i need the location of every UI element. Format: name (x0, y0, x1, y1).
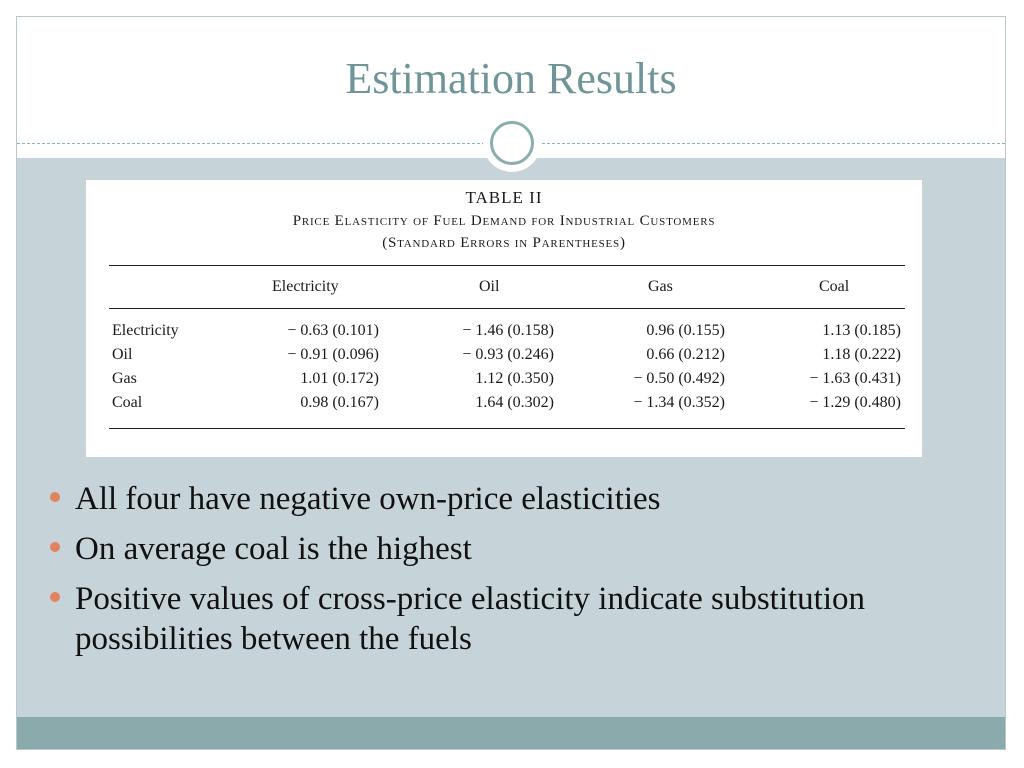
table-cell: − 0.50 (0.492) (633, 370, 725, 387)
footer-band (17, 717, 1005, 749)
bullet-item: Positive values of cross-price elasticit… (47, 579, 987, 659)
column-header-gas: Gas (648, 278, 673, 295)
bullet-item: All four have negative own-price elastic… (47, 479, 987, 519)
table-cell: − 1.63 (0.431) (809, 370, 901, 387)
bullet-dot-icon (50, 492, 60, 502)
table-cell: 1.01 (0.172) (300, 370, 379, 387)
ornament-ring (490, 121, 534, 165)
table-cell: 1.18 (0.222) (822, 346, 901, 363)
table-cell: 1.13 (0.185) (822, 322, 901, 339)
table-cell: − 1.29 (0.480) (809, 394, 901, 411)
row-label-coal: Coal (112, 394, 143, 411)
table-rule-bottom (109, 428, 905, 429)
bullet-dot-icon (50, 592, 60, 602)
row-label-oil: Oil (112, 346, 133, 363)
bullet-text: Positive values of cross-price elasticit… (75, 581, 866, 657)
table-cell: 0.96 (0.155) (646, 322, 725, 339)
bullet-list: All four have negative own-price elastic… (47, 479, 987, 669)
bullet-text: All four have negative own-price elastic… (75, 481, 661, 517)
row-label-gas: Gas (112, 370, 137, 387)
slide: Estimation Results TABLE II Price Elasti… (16, 16, 1006, 750)
column-header-oil: Oil (479, 278, 500, 295)
table-cell: 0.98 (0.167) (300, 394, 379, 411)
bullet-item: On average coal is the highest (47, 529, 987, 569)
table-cell: − 0.91 (0.096) (287, 346, 379, 363)
slide-title: Estimation Results (345, 54, 677, 103)
table-cell: 1.64 (0.302) (475, 394, 554, 411)
table-cell: 1.12 (0.350) (475, 370, 554, 387)
bullet-dot-icon (50, 542, 60, 552)
table-rule-top (109, 265, 905, 266)
column-header-electricity: Electricity (272, 278, 339, 295)
row-label-electricity: Electricity (112, 322, 179, 339)
table-subtitle: Price Elasticity of Fuel Demand for Indu… (292, 213, 716, 229)
bullet-text: On average coal is the highest (75, 531, 472, 567)
table-cell: − 1.46 (0.158) (462, 322, 554, 339)
table-cell: − 0.63 (0.101) (287, 322, 379, 339)
table-caption: TABLE II (465, 188, 543, 207)
table-note: (Standard Errors in Parentheses) (382, 235, 626, 251)
elasticity-table: TABLE II Price Elasticity of Fuel Demand… (86, 180, 922, 457)
table-cell: − 0.93 (0.246) (462, 346, 554, 363)
column-header-coal: Coal (819, 278, 850, 295)
table-cell: 0.66 (0.212) (646, 346, 725, 363)
circle-ornament-icon (483, 114, 541, 172)
table-cell: − 1.34 (0.352) (633, 394, 725, 411)
table-rule-header (109, 308, 905, 309)
